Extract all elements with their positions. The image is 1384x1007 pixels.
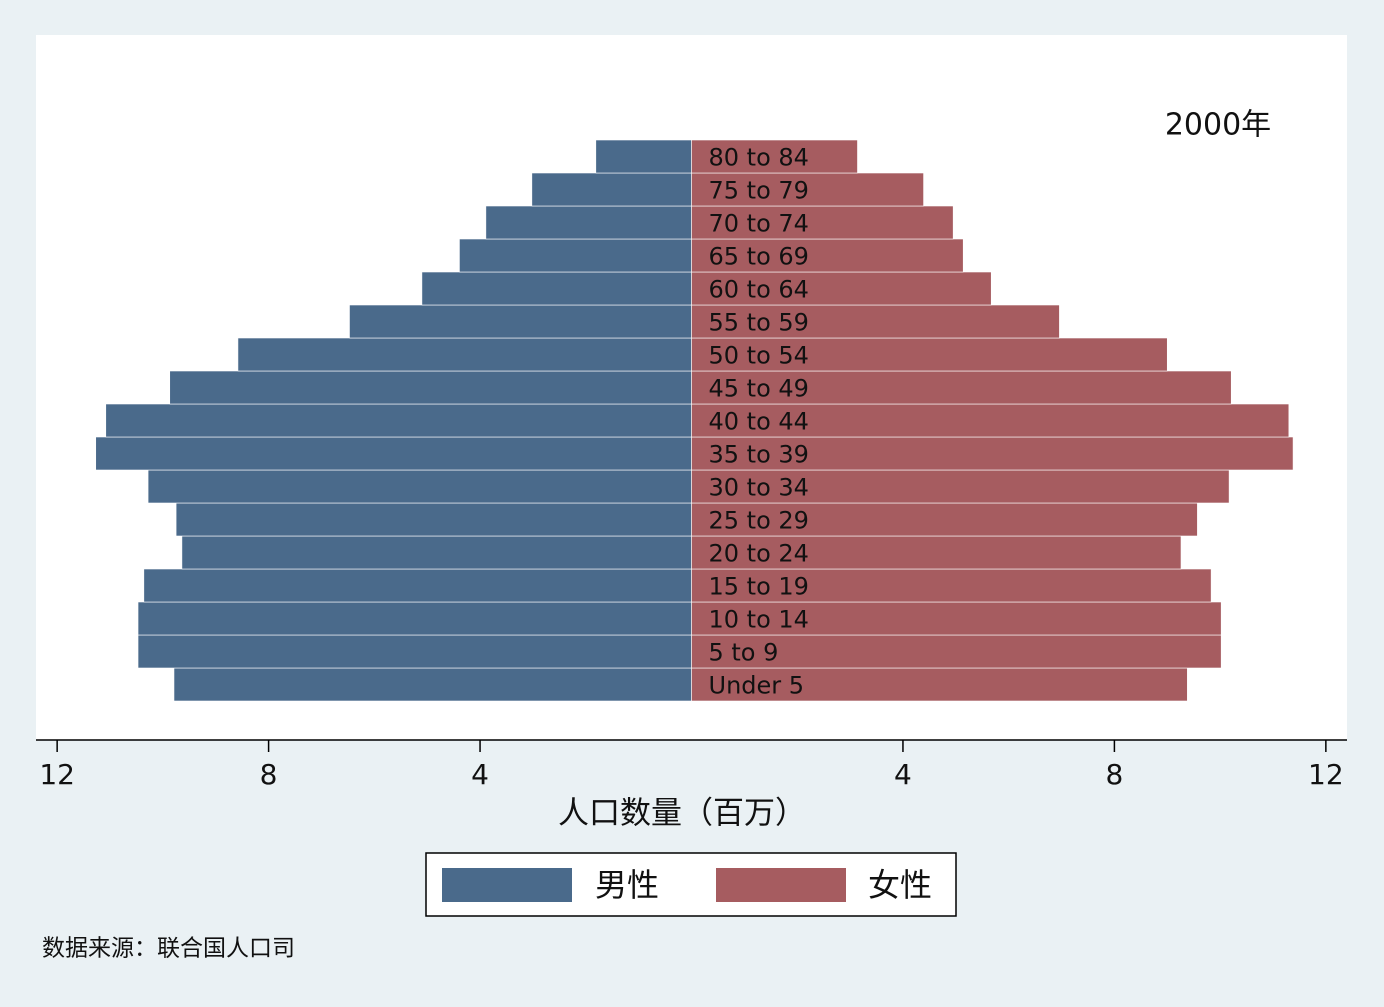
category-label: 10 to 14	[709, 606, 809, 634]
bar	[95, 436, 692, 471]
category-label: 30 to 34	[709, 474, 809, 502]
category-label: 65 to 69	[709, 243, 809, 271]
bar	[691, 205, 954, 240]
category-label: 40 to 44	[709, 408, 809, 436]
bar	[691, 469, 1230, 504]
category-label: 55 to 59	[709, 309, 809, 337]
category-label: 20 to 24	[709, 540, 809, 568]
x-tick-label: 4	[471, 758, 489, 791]
bar	[173, 667, 692, 702]
bar	[691, 634, 1222, 669]
category-label: Under 5	[709, 672, 805, 700]
bar	[137, 634, 692, 669]
legend-label: 男性	[595, 866, 659, 904]
bar	[691, 370, 1232, 405]
category-label: 15 to 19	[709, 573, 809, 601]
category-label: 60 to 64	[709, 276, 809, 304]
legend-swatch	[716, 868, 846, 902]
bar	[169, 370, 692, 405]
bar	[691, 601, 1222, 636]
bar	[421, 271, 692, 306]
annotation: 2000年	[1165, 108, 1271, 143]
x-tick-label: 8	[260, 758, 278, 791]
bar	[691, 502, 1198, 537]
bar	[175, 502, 692, 537]
bar	[143, 568, 692, 603]
category-label: 75 to 79	[709, 177, 809, 205]
bar	[459, 238, 692, 273]
x-tick-label: 12	[39, 758, 75, 791]
category-label: 45 to 49	[709, 375, 809, 403]
bar	[691, 172, 924, 207]
bar	[349, 304, 692, 339]
legend-swatch	[442, 868, 572, 902]
legend-label: 女性	[868, 866, 932, 904]
bar	[691, 535, 1182, 570]
category-label: 70 to 74	[709, 210, 809, 238]
x-axis-title: 人口数量（百万）	[558, 796, 806, 832]
x-tick-label: 4	[894, 758, 912, 791]
bar	[691, 337, 1168, 372]
category-label: 80 to 84	[709, 144, 809, 172]
bar	[531, 172, 692, 207]
bar	[181, 535, 692, 570]
bar	[691, 271, 992, 306]
x-tick-label: 8	[1105, 758, 1123, 791]
bar	[595, 139, 692, 174]
category-label: 5 to 9	[709, 639, 779, 667]
bar	[691, 568, 1212, 603]
x-tick-label: 12	[1308, 758, 1344, 791]
bar	[691, 436, 1294, 471]
bar	[237, 337, 692, 372]
bar	[691, 667, 1188, 702]
bar	[147, 469, 692, 504]
source-note: 数据来源：联合国人口司	[42, 936, 295, 962]
bar	[137, 601, 692, 636]
category-label: 25 to 29	[709, 507, 809, 535]
bar	[691, 139, 858, 174]
bar	[691, 238, 964, 273]
bar	[691, 304, 1060, 339]
category-label: 35 to 39	[709, 441, 809, 469]
category-label: 50 to 54	[709, 342, 809, 370]
bar	[105, 403, 692, 438]
bar	[485, 205, 692, 240]
